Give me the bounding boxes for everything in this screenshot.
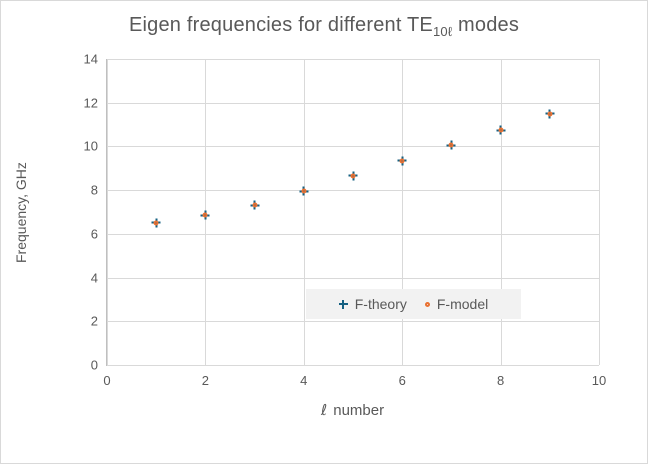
x-axis-title-symbol: ℓ	[320, 401, 328, 419]
data-point-marker-f-model	[153, 220, 159, 226]
legend-label: F-model	[436, 296, 489, 312]
y-tick-label: 4	[90, 270, 98, 286]
data-point-marker-f-model	[202, 212, 208, 218]
x-axis-title-text: number	[329, 402, 385, 419]
plot-area: 0 2 4 6 8 10 0 2 4 6 8 10 12 14	[84, 53, 607, 388]
x-tick-label: 8	[496, 373, 505, 388]
legend-marker-plus-icon	[338, 299, 348, 309]
gridline-vertical	[599, 59, 600, 365]
chart-title-suffix: modes	[452, 14, 520, 36]
x-tick-label: 0	[103, 373, 111, 388]
x-tick-label: 6	[398, 373, 406, 388]
data-point-marker-f-model	[399, 158, 405, 164]
gridline-horizontal	[107, 59, 599, 60]
gridline-vertical	[107, 59, 108, 365]
gridline-horizontal	[107, 365, 599, 366]
y-tick-label: 10	[83, 138, 98, 154]
gridline-horizontal	[107, 190, 599, 192]
data-point-marker-f-model	[498, 127, 504, 133]
y-tick-label: 6	[90, 226, 98, 242]
gridline-horizontal	[107, 277, 599, 279]
chart-title-prefix: Eigen frequencies for different TE	[128, 14, 433, 36]
y-tick-label: 14	[83, 51, 98, 67]
legend-item: F-model	[424, 296, 489, 312]
x-tick-label: 10	[591, 373, 607, 388]
y-tick-label: 12	[83, 95, 98, 111]
gridline-horizontal	[107, 146, 599, 148]
y-tick-label: 2	[90, 313, 98, 329]
legend-item: F-theory	[338, 296, 407, 312]
legend: F-theory F-model	[306, 289, 521, 319]
chart-title: Eigen frequencies for different TE10ℓ mo…	[1, 14, 647, 39]
data-point-marker-f-model	[448, 142, 454, 148]
x-tick-label: 4	[300, 373, 308, 388]
legend-marker-circle-icon	[424, 301, 430, 307]
data-point-marker-f-model	[301, 188, 307, 194]
x-tick-label: 2	[201, 373, 210, 388]
gridline-vertical	[402, 59, 404, 365]
legend-label: F-theory	[354, 296, 407, 312]
y-tick-label: 8	[90, 182, 98, 198]
chart-title-subscript: 10ℓ	[432, 24, 453, 39]
gridline-horizontal	[107, 233, 599, 235]
data-point-marker-f-model	[252, 202, 258, 208]
y-tick-label: 0	[90, 357, 98, 373]
data-point-marker-f-model	[350, 173, 356, 179]
gridline-horizontal	[107, 321, 599, 323]
y-axis-title: Frequency, GHz	[13, 162, 29, 263]
gridline-vertical	[500, 59, 502, 365]
gridline-horizontal	[107, 102, 599, 104]
data-point-marker-f-model	[547, 111, 553, 117]
gridline-vertical	[303, 59, 305, 365]
x-axis-title: ℓ number	[106, 401, 599, 419]
